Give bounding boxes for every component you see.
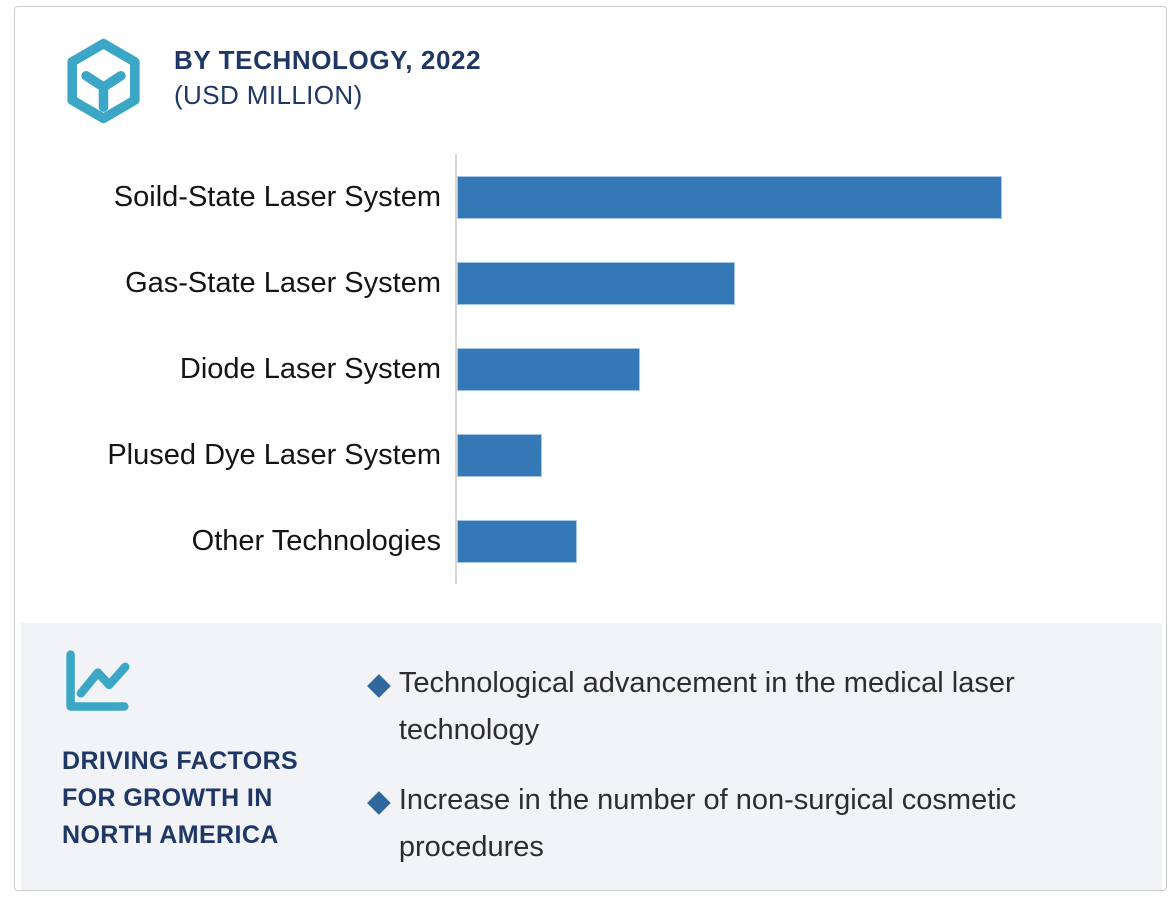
chart-title: BY TECHNOLOGY, 2022 xyxy=(174,45,482,75)
category-label: Other Technologies xyxy=(191,524,441,557)
bar xyxy=(457,433,542,477)
category-label: Soild-State Laser System xyxy=(113,180,441,213)
bar xyxy=(457,175,1003,219)
factor-item: ◆ Technological advancement in the medic… xyxy=(367,660,1142,754)
bar-track xyxy=(455,498,1166,584)
header-titles: BY TECHNOLOGY, 2022 (USD MILLION) xyxy=(147,37,481,125)
infographic-card: BY TECHNOLOGY, 2022 (USD MILLION) Soild-… xyxy=(14,6,1167,891)
diamond-bullet-icon: ◆ xyxy=(367,783,391,818)
factors-heading: DRIVING FACTORS FOR GROWTH IN NORTH AMER… xyxy=(62,743,367,854)
chart-row: Gas-State Laser System xyxy=(15,240,1166,326)
bar-track xyxy=(455,412,1166,498)
header: BY TECHNOLOGY, 2022 (USD MILLION) xyxy=(15,7,1166,125)
chart-row: Diode Laser System xyxy=(15,326,1166,412)
bar xyxy=(457,519,577,563)
factors-heading-line: DRIVING FACTORS xyxy=(62,747,299,775)
factors-heading-line: FOR GROWTH IN xyxy=(62,784,273,812)
chart-row: Soild-State Laser System xyxy=(15,154,1166,240)
driving-factors-panel: DRIVING FACTORS FOR GROWTH IN NORTH AMER… xyxy=(21,623,1162,890)
bar-track xyxy=(455,326,1166,412)
factor-text: Increase in the number of non-surgical c… xyxy=(398,784,1017,863)
bar xyxy=(457,347,640,391)
bar-track xyxy=(455,154,1166,240)
category-label: Plused Dye Laser System xyxy=(107,438,441,471)
factors-heading-line: NORTH AMERICA xyxy=(62,821,279,849)
hexagon-cube-icon xyxy=(60,37,147,125)
bar-track xyxy=(455,240,1166,326)
chart-subtitle: (USD MILLION) xyxy=(174,80,363,110)
factors-list: ◆ Technological advancement in the medic… xyxy=(367,623,1162,890)
factor-item: ◆ Increase in the number of non-surgical… xyxy=(367,777,1142,871)
bar xyxy=(457,261,736,305)
chart-row: Other Technologies xyxy=(15,498,1166,584)
diamond-bullet-icon: ◆ xyxy=(367,666,391,701)
line-chart-icon xyxy=(62,649,130,715)
chart-row: Plused Dye Laser System xyxy=(15,412,1166,498)
factor-text: Technological advancement in the medical… xyxy=(398,667,1015,746)
chart-rows: Soild-State Laser System Gas-State Laser … xyxy=(15,154,1166,584)
factors-left-column: DRIVING FACTORS FOR GROWTH IN NORTH AMER… xyxy=(21,623,367,890)
category-label: Gas-State Laser System xyxy=(125,266,441,299)
category-label: Diode Laser System xyxy=(179,352,441,385)
bar-chart: Soild-State Laser System Gas-State Laser … xyxy=(15,154,1166,584)
